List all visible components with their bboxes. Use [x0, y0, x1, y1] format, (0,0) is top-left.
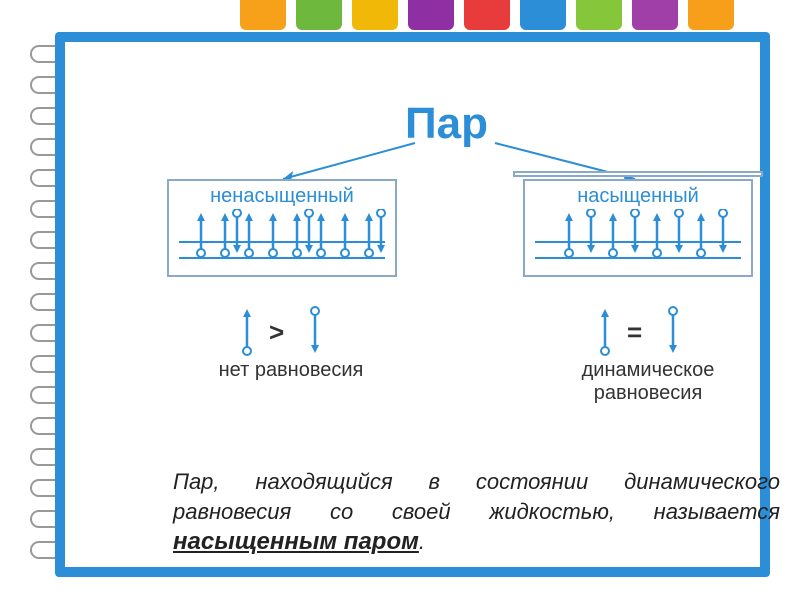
color-tab	[352, 0, 398, 30]
compare-left-arrows	[225, 305, 345, 361]
notebook-tabs	[0, 0, 800, 32]
color-tab	[520, 0, 566, 30]
color-tab	[688, 0, 734, 30]
color-tab	[296, 0, 342, 30]
color-tab	[408, 0, 454, 30]
notebook-frame: Пар ненасыщенный	[55, 32, 770, 577]
definition-key-term: насыщенным паром	[173, 528, 419, 555]
page-content: Пар ненасыщенный	[145, 87, 800, 612]
definition-text: Пар, находящийся в состоянии динамическо…	[173, 467, 780, 559]
color-tab	[632, 0, 678, 30]
container-lid	[513, 171, 763, 177]
panel-unsaturated-label: ненасыщенный	[169, 185, 395, 208]
branch-left	[283, 143, 415, 179]
compare-right-symbol: =	[627, 317, 642, 348]
arrows-left	[179, 209, 479, 269]
compare-left-symbol: >	[269, 317, 284, 348]
compare-left: >	[225, 305, 345, 361]
definition-prefix: Пар, находящийся в состоянии динамическо…	[173, 469, 780, 524]
compare-left-caption: нет равновесия	[201, 359, 381, 382]
color-tab	[240, 0, 286, 30]
arrows-right	[535, 209, 800, 269]
color-tab	[576, 0, 622, 30]
panel-saturated: насыщенный	[523, 179, 753, 277]
compare-right-caption: динамическое равновесия	[533, 359, 763, 405]
compare-right: =	[583, 305, 703, 361]
compare-right-arrows	[583, 305, 703, 361]
definition-suffix: .	[419, 529, 425, 554]
panel-saturated-label: насыщенный	[525, 185, 751, 208]
panel-unsaturated: ненасыщенный	[167, 179, 397, 277]
color-tab	[464, 0, 510, 30]
